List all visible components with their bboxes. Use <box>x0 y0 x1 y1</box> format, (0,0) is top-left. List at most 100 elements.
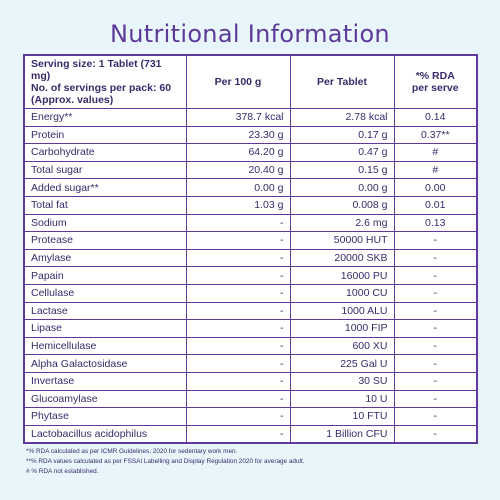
per-100g-cell: - <box>185 283 291 303</box>
nutrient-name-cell: Protease <box>23 231 187 250</box>
nutrient-name-cell: Total sugar <box>23 160 187 180</box>
rda-cell: # <box>393 143 478 162</box>
per-tablet-cell: 50000 HUT <box>289 231 395 250</box>
table-row: Protease -50000 HUT - <box>23 231 478 250</box>
table-row: Hemicellulase -600 XU - <box>23 336 478 356</box>
nutrient-name-cell: Glucoamylase <box>23 389 187 409</box>
nutrient-name-cell: Cellulase <box>23 283 187 303</box>
nutrition-table: Serving size: 1 Tablet (731 mg) No. of s… <box>23 54 478 444</box>
rda-cell: - <box>393 407 478 426</box>
serving-size-label: Serving size: 1 Tablet (731 mg) <box>31 58 162 82</box>
nutrient-name-cell: Phytase <box>23 407 187 426</box>
nutrient-name-cell: Invertase <box>23 371 187 391</box>
table-row: Carbohydrate 64.20 g 0.47 g # <box>23 143 478 162</box>
nutrient-name-cell: Carbohydrate <box>23 143 187 162</box>
per-tablet-cell: 0.47 g <box>289 143 395 162</box>
nutrient-name-cell: Hemicellulase <box>23 336 187 356</box>
rda-cell: - <box>393 231 478 250</box>
per-100g-cell: 1.03 g <box>185 195 291 215</box>
per-100g-cell: 64.20 g <box>185 143 291 162</box>
nutrient-name-cell: Sodium <box>23 213 187 233</box>
per-tablet-cell: 10 U <box>289 389 395 409</box>
per-100g-cell: - <box>185 301 291 321</box>
rda-header-line1: *% RDA <box>415 70 455 82</box>
per-tablet-cell: 16000 PU <box>289 266 395 285</box>
rda-cell: - <box>393 389 478 409</box>
rda-cell: 0.14 <box>393 108 478 127</box>
servings-per-pack-label: No. of servings per pack: 60 <box>31 82 172 94</box>
per-100g-cell: - <box>185 424 291 444</box>
per-100g-cell: 378.7 kcal <box>185 108 291 127</box>
footnotes: *% RDA calculated as per ICMR Guidelines… <box>26 447 486 477</box>
per-tablet-cell: 1000 ALU <box>289 301 395 321</box>
per-100g-cell: - <box>185 354 291 373</box>
per-100g-cell: - <box>185 266 291 285</box>
rda-cell: - <box>393 283 478 303</box>
per-tablet-cell: 600 XU <box>289 336 395 356</box>
nutrient-name-cell: Amylase <box>23 248 187 268</box>
per-tablet-cell: 20000 SKB <box>289 248 395 268</box>
per-tablet-cell: 1000 CU <box>289 283 395 303</box>
rda-cell: 0.13 <box>393 213 478 233</box>
rda-cell: - <box>393 266 478 285</box>
per-tablet-cell: 1000 FIP <box>289 319 395 338</box>
approx-values-label: (Approx. values) <box>31 94 114 106</box>
rda-cell: - <box>393 301 478 321</box>
rda-cell: - <box>393 319 478 338</box>
table-row: Protein 23.30 g 0.17 g 0.37** <box>23 125 478 145</box>
rda-header: *% RDA per serve <box>393 54 478 109</box>
rda-header-line2: per serve <box>411 82 459 94</box>
per-tablet-cell: 1 Billion CFU <box>289 424 395 444</box>
nutrient-name-cell: Energy** <box>23 108 187 127</box>
nutrient-name-cell: Papain <box>23 266 187 285</box>
per-tablet-cell: 2.6 mg <box>289 213 395 233</box>
nutrient-name-cell: Total fat <box>23 195 187 215</box>
per-100g-cell: - <box>185 231 291 250</box>
per-100g-cell: - <box>185 389 291 409</box>
per-tablet-cell: 0.15 g <box>289 160 395 180</box>
table-row: Papain -16000 PU - <box>23 266 478 285</box>
per-100g-cell: - <box>185 336 291 356</box>
rda-cell: - <box>393 354 478 373</box>
nutrition-table-body: Energy** 378.7 kcal 2.78 kcal 0.14 Protein 23… <box>23 108 478 444</box>
nutrient-name-cell: Lipase <box>23 319 187 338</box>
rda-cell: 0.37** <box>393 125 478 145</box>
page-title: Nutritional Information <box>110 20 390 48</box>
nutrient-name-cell: Lactobacillus acidophilus <box>23 424 187 444</box>
table-row: Amylase -20000 SKB - <box>23 248 478 268</box>
per-100g-cell: 23.30 g <box>185 125 291 145</box>
nutrient-name-cell: Lactase <box>23 301 187 321</box>
per-tablet-cell: 0.00 g <box>289 178 395 197</box>
footnote-rda-fssai: **% RDA values calculated as per FSSAI L… <box>26 458 305 465</box>
table-row: Phytase -10 FTU - <box>23 407 478 426</box>
serving-size-header: Serving size: 1 Tablet (731 mg) No. of s… <box>23 54 187 109</box>
per-tablet-cell: 0.008 g <box>289 195 395 215</box>
footnote-rda-not-established: # % RDA not established. <box>26 468 99 475</box>
per-tablet-cell: 30 SU <box>289 371 395 391</box>
table-header-row: Serving size: 1 Tablet (731 mg) No. of s… <box>23 54 478 109</box>
rda-cell: - <box>393 371 478 391</box>
nutrient-name-cell: Added sugar** <box>23 178 187 197</box>
table-row: Total sugar 20.40 g 0.15 g # <box>23 160 478 180</box>
per-100g-cell: - <box>185 407 291 426</box>
per-100g-cell: - <box>185 371 291 391</box>
table-row: Total fat 1.03 g 0.008 g 0.01 <box>23 195 478 215</box>
table-row: Lactase -1000 ALU - <box>23 301 478 321</box>
per-100g-header: Per 100 g <box>185 54 291 109</box>
table-row: Lipase -1000 FIP - <box>23 319 478 338</box>
per-100g-cell: - <box>185 213 291 233</box>
table-row: Added sugar** 0.00 g 0.00 g 0.00 <box>23 178 478 197</box>
footnote-rda-icmr: *% RDA calculated as per ICMR Guidelines… <box>26 448 238 455</box>
table-row: Energy** 378.7 kcal 2.78 kcal 0.14 <box>23 108 478 127</box>
nutrient-name-cell: Alpha Galactosidase <box>23 354 187 373</box>
rda-cell: # <box>393 160 478 180</box>
per-tablet-cell: 225 Gal U <box>289 354 395 373</box>
per-100g-cell: 20.40 g <box>185 160 291 180</box>
rda-cell: 0.00 <box>393 178 478 197</box>
table-row: Glucoamylase -10 U- <box>23 389 478 409</box>
per-tablet-header: Per Tablet <box>289 54 395 109</box>
per-100g-cell: - <box>185 319 291 338</box>
rda-cell: - <box>393 424 478 444</box>
nutrient-name-cell: Protein <box>23 125 187 145</box>
per-100g-cell: 0.00 g <box>185 178 291 197</box>
